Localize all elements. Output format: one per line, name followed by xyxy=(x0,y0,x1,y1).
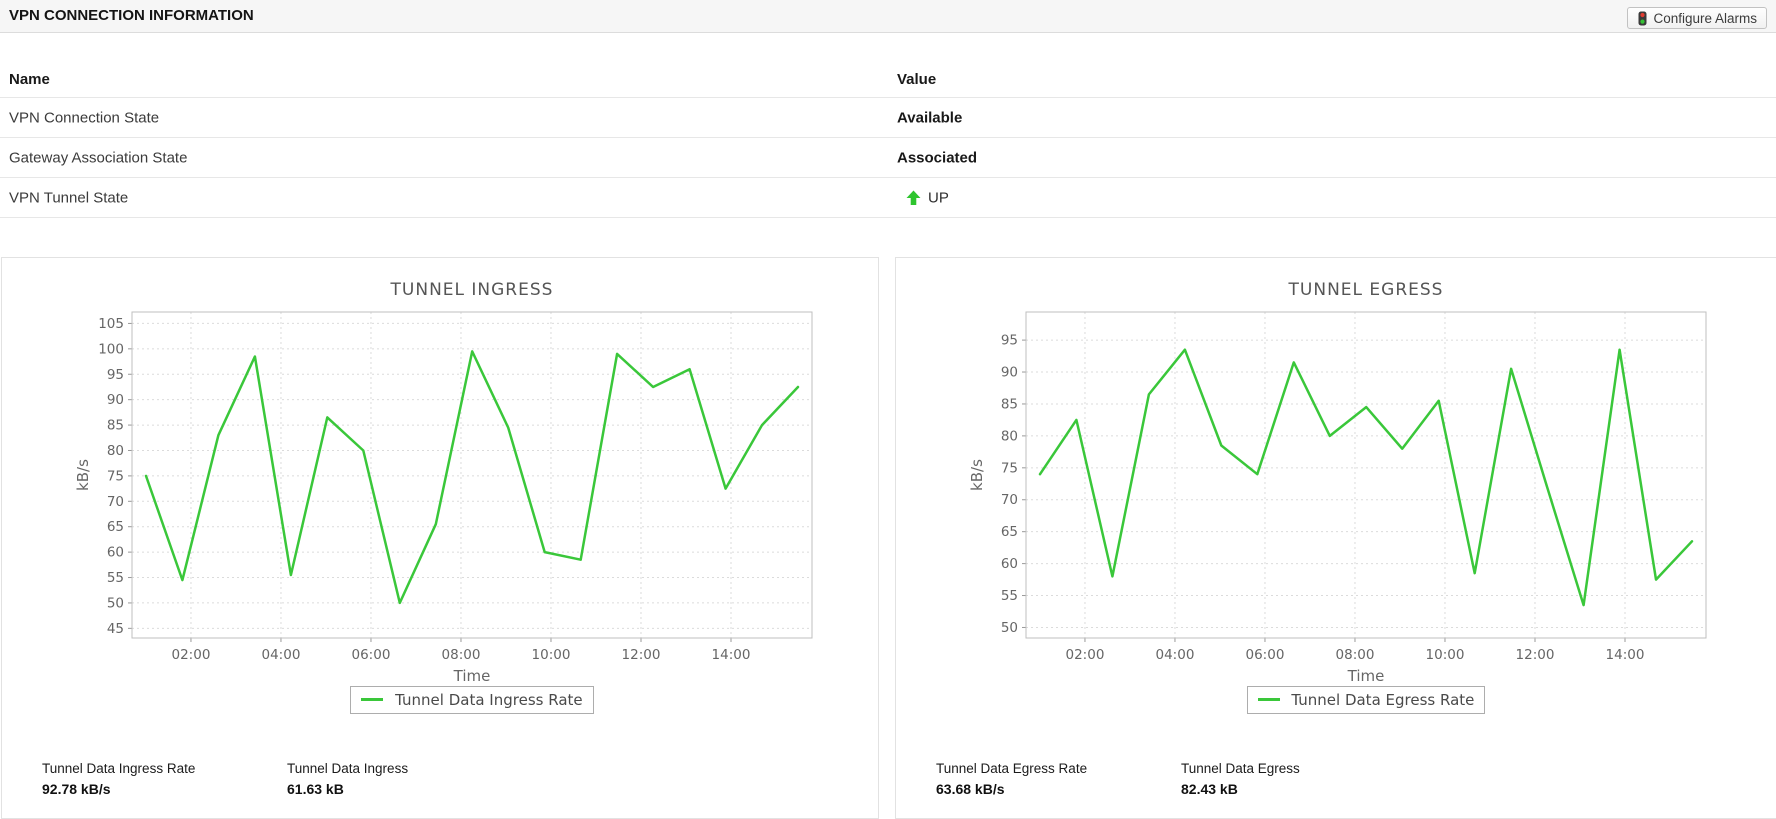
x-axis-label: Time xyxy=(1347,667,1385,685)
x-tick-label: 08:00 xyxy=(1336,647,1375,663)
row-value-vpn-tunnel-state: UP xyxy=(906,189,949,206)
x-tick-label: 02:00 xyxy=(172,647,211,663)
stat-label: Tunnel Data Egress xyxy=(1181,761,1300,776)
stat-label: Tunnel Data Ingress Rate xyxy=(42,761,196,776)
stat-value: 92.78 kB/s xyxy=(42,781,111,797)
legend-line-swatch xyxy=(1257,698,1280,701)
stat-label: Tunnel Data Egress Rate xyxy=(936,761,1088,776)
page-title: VPN CONNECTION INFORMATION xyxy=(9,7,254,24)
x-tick-label: 10:00 xyxy=(532,647,571,663)
table-row: VPN Tunnel State UP xyxy=(0,178,1776,218)
configure-alarms-button[interactable]: Configure Alarms xyxy=(1627,7,1767,29)
row-name-gateway-association-state: Gateway Association State xyxy=(9,149,188,166)
y-tick-label: 60 xyxy=(1001,556,1018,572)
y-tick-label: 75 xyxy=(1001,460,1018,476)
y-tick-label: 65 xyxy=(107,519,124,535)
y-tick-label: 105 xyxy=(98,316,124,332)
legend-line-swatch xyxy=(361,698,384,701)
x-tick-label: 06:00 xyxy=(1246,647,1285,663)
y-tick-label: 60 xyxy=(107,545,124,561)
table-row: Gateway Association State Associated xyxy=(0,138,1776,178)
row-name-vpn-connection-state: VPN Connection State xyxy=(9,109,160,126)
stat-value: 61.63 kB xyxy=(287,781,344,797)
row-value-vpn-connection-state: Available xyxy=(897,109,963,126)
y-tick-label: 90 xyxy=(107,392,124,408)
x-tick-label: 02:00 xyxy=(1066,647,1105,663)
legend-container: Tunnel Data Egress Rate xyxy=(1026,686,1706,714)
legend-label: Tunnel Data Ingress Rate xyxy=(395,691,583,709)
stat-value: 82.43 kB xyxy=(1181,781,1238,797)
data-series-line xyxy=(1038,348,1694,607)
legend-label: Tunnel Data Egress Rate xyxy=(1291,691,1475,709)
table-header-row: Name Value xyxy=(0,33,1776,98)
y-tick-label: 70 xyxy=(107,494,124,510)
tunnel-ingress-legend: Tunnel Data Ingress Rate xyxy=(350,686,594,714)
data-series-line xyxy=(144,350,800,605)
y-tick-label: 50 xyxy=(107,595,124,611)
x-tick-label: 12:00 xyxy=(622,647,661,663)
stat-egress-rate: Tunnel Data Egress Rate 63.68 kB/s xyxy=(936,761,1087,797)
y-axis-label: kB/s xyxy=(968,459,986,491)
page-header: VPN CONNECTION INFORMATION Configure Ala… xyxy=(0,0,1776,33)
y-tick-label: 80 xyxy=(1001,428,1018,444)
row-value-gateway-association-state: Associated xyxy=(897,149,978,166)
y-tick-label: 55 xyxy=(1001,588,1018,604)
y-tick-label: 70 xyxy=(1001,492,1018,508)
y-axis-label: kB/s xyxy=(74,459,92,491)
plot-border xyxy=(1025,311,1707,639)
x-tick-label: 04:00 xyxy=(262,647,301,663)
tunnel-egress-panel: TUNNEL EGRESS 50 55 60 65 70 75 80 85 90 95 02:00 0… xyxy=(895,257,1776,819)
vpn-info-table: Name Value VPN Connection State Availabl… xyxy=(0,33,1776,218)
y-tick-label: 85 xyxy=(107,418,124,434)
x-tick-label: 04:00 xyxy=(1156,647,1195,663)
y-tick-label: 95 xyxy=(1001,333,1018,349)
tunnel-egress-legend: Tunnel Data Egress Rate xyxy=(1246,686,1486,714)
configure-alarms-label: Configure Alarms xyxy=(1653,10,1757,26)
x-tick-label: 08:00 xyxy=(442,647,481,663)
y-tick-label: 90 xyxy=(1001,365,1018,381)
x-tick-label: 10:00 xyxy=(1426,647,1465,663)
traffic-light-icon xyxy=(1638,11,1647,25)
stat-value: 63.68 kB/s xyxy=(936,781,1005,797)
y-tick-label: 45 xyxy=(107,621,124,637)
legend-container: Tunnel Data Ingress Rate xyxy=(132,686,812,714)
stat-ingress-total: Tunnel Data Ingress 61.63 kB xyxy=(287,761,408,797)
y-tick-label: 100 xyxy=(98,341,124,357)
tunnel-ingress-chart: 45 50 55 60 65 70 75 80 85 90 95 100 105 02:00 04:00 06… xyxy=(74,311,813,685)
row-name-vpn-tunnel-state: VPN Tunnel State xyxy=(9,189,129,206)
tunnel-egress-title: TUNNEL EGRESS xyxy=(1288,280,1444,300)
y-tick-label: 75 xyxy=(107,468,124,484)
tunnel-ingress-title: TUNNEL INGRESS xyxy=(390,280,554,300)
x-tick-label: 14:00 xyxy=(1606,647,1645,663)
stat-label: Tunnel Data Ingress xyxy=(287,761,409,776)
tunnel-ingress-panel: TUNNEL INGRESS 45 50 55 60 65 70 75 80 85 90 95 100… xyxy=(1,257,879,819)
tunnel-egress-chart: 50 55 60 65 70 75 80 85 90 95 02:00 04:00 06:00 08:00… xyxy=(968,311,1707,685)
y-tick-label: 95 xyxy=(107,367,124,383)
table-row: VPN Connection State Available xyxy=(0,98,1776,138)
tunnel-state-text: UP xyxy=(928,189,949,206)
y-tick-label: 55 xyxy=(107,570,124,586)
stat-egress-total: Tunnel Data Egress 82.43 kB xyxy=(1181,761,1300,797)
x-tick-label: 06:00 xyxy=(352,647,391,663)
y-tick-label: 65 xyxy=(1001,524,1018,540)
name-column-header: Name xyxy=(9,71,50,88)
x-tick-label: 14:00 xyxy=(712,647,751,663)
value-column-header: Value xyxy=(897,71,937,88)
stat-ingress-rate: Tunnel Data Ingress Rate 92.78 kB/s xyxy=(42,761,195,797)
x-tick-label: 12:00 xyxy=(1516,647,1555,663)
x-axis-label: Time xyxy=(453,667,491,685)
y-tick-label: 50 xyxy=(1001,620,1018,636)
y-tick-label: 80 xyxy=(107,443,124,459)
up-arrow-icon xyxy=(906,190,921,205)
plot-border xyxy=(131,311,813,639)
y-tick-label: 85 xyxy=(1001,396,1018,412)
